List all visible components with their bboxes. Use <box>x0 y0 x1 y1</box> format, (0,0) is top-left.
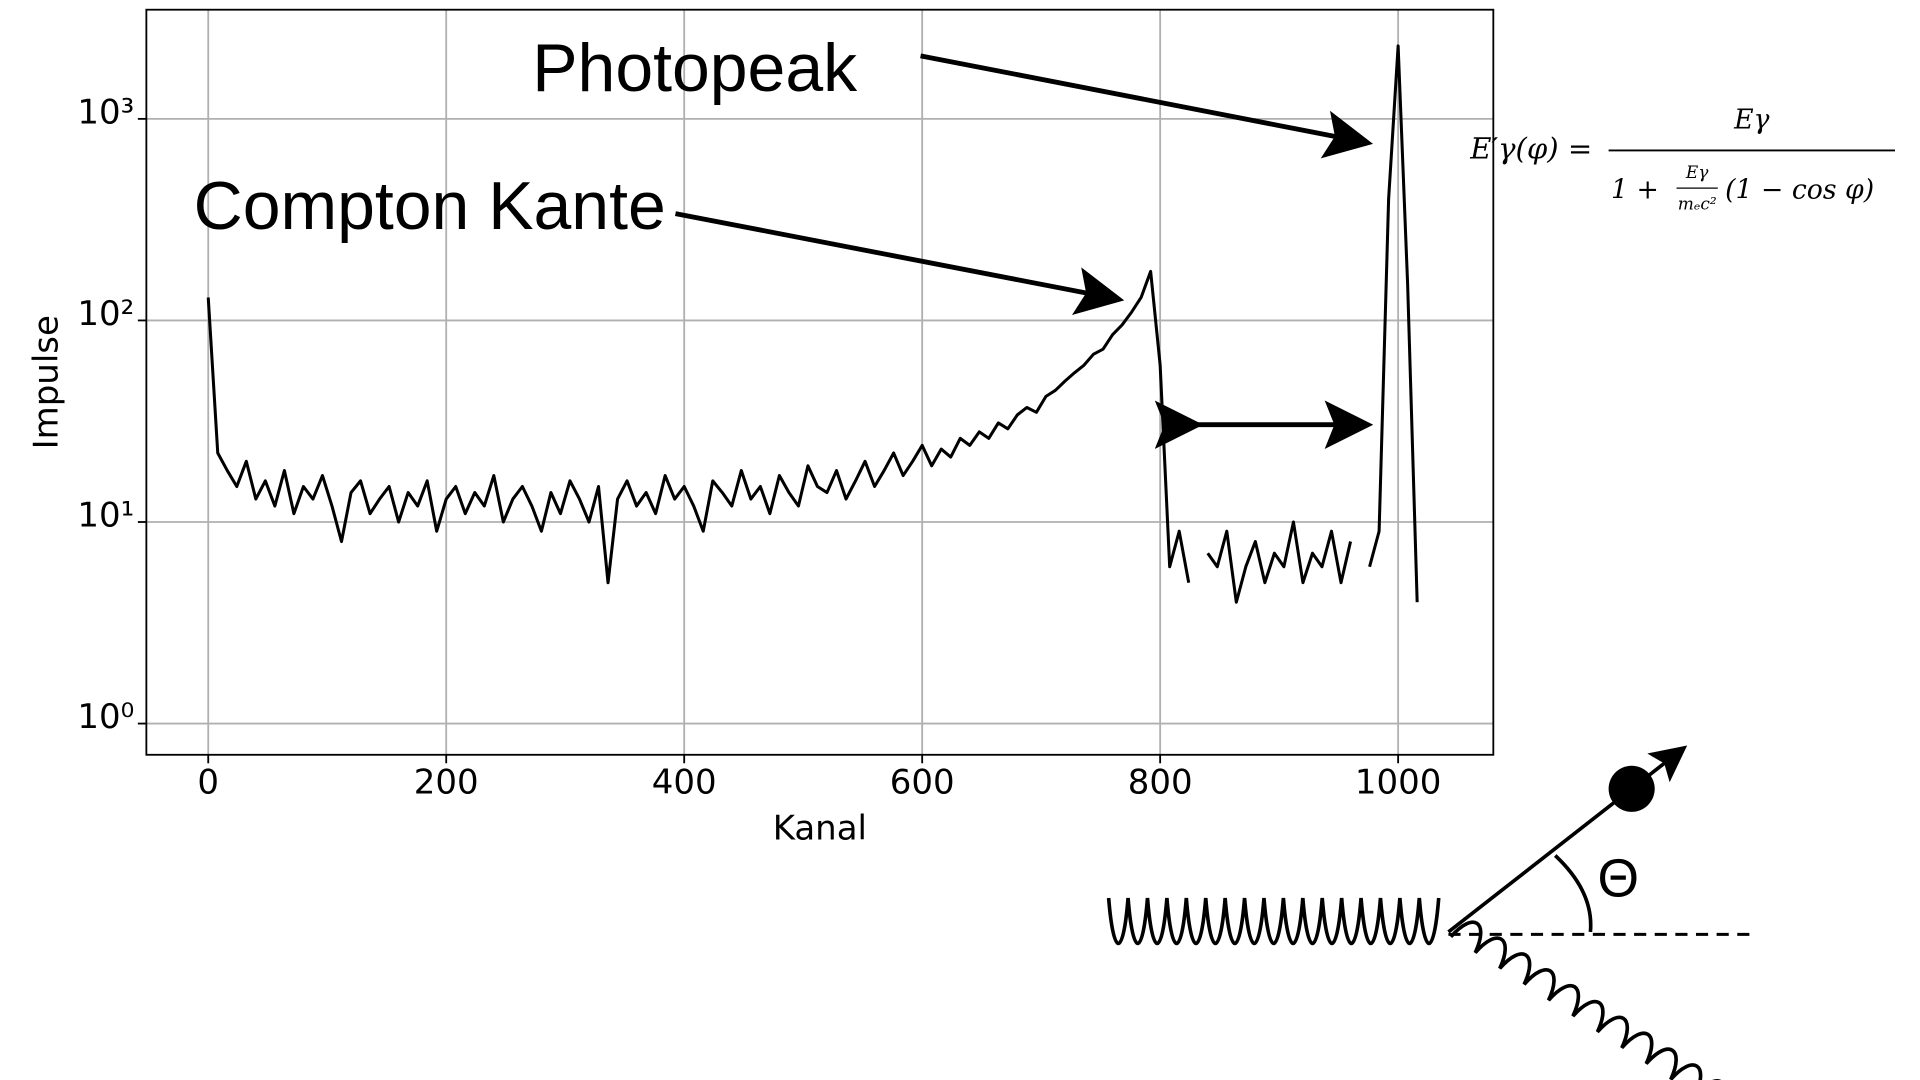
data-line <box>206 44 1419 604</box>
axes-frame <box>145 8 1495 756</box>
x-axis-label: Kanal <box>773 809 867 849</box>
arrow <box>674 211 1125 315</box>
formula: Eγ <box>1733 104 1769 135</box>
plot-area: 0 200 400 600 800 1000 10⁰ 10¹ 10² 10³ Kanal Impuls… <box>27 8 1495 849</box>
x-tick-label: 200 <box>414 762 479 802</box>
y-tick-label: 10² <box>77 294 134 334</box>
y-tick-label: 10³ <box>77 93 134 133</box>
x-tick-label: 1000 <box>1355 762 1441 802</box>
y-axis-label: Impulse <box>27 315 67 449</box>
formula: (1 − cos φ) <box>1725 175 1874 206</box>
y-tick-label: 10⁰ <box>77 697 134 737</box>
formula: 1 + <box>1611 175 1659 206</box>
x-tick-label: 800 <box>1128 762 1193 802</box>
electron <box>1608 765 1655 812</box>
incoming-wave <box>1106 897 1441 946</box>
x-tick-label: 600 <box>890 762 955 802</box>
formula-bg <box>1494 84 1904 255</box>
arrow <box>920 53 1374 159</box>
annotation: Compton Kante <box>194 168 666 244</box>
formula: E′γ(φ) = <box>1469 131 1592 165</box>
annotation: Photopeak <box>532 30 858 106</box>
angle-label: Θ <box>1598 849 1640 908</box>
y-tick-label: 10¹ <box>77 496 134 536</box>
scattered-wave <box>1449 920 1721 1080</box>
x-tick-label: 0 <box>197 762 219 802</box>
angle-arc <box>1553 854 1593 933</box>
formula: mₑc² <box>1678 195 1717 215</box>
x-tick-label: 400 <box>652 762 717 802</box>
formula: Eγ <box>1685 163 1709 183</box>
